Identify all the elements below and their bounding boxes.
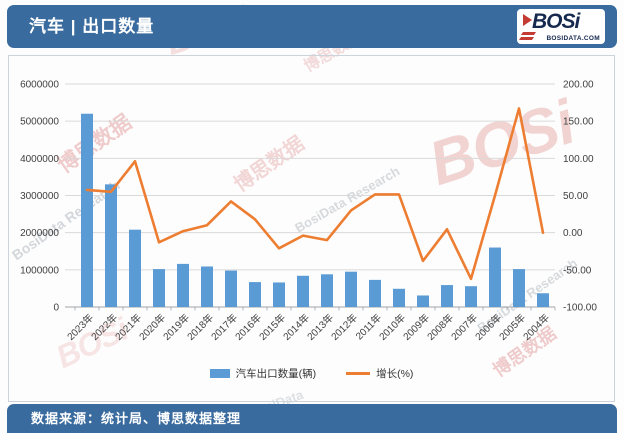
export-volume-bar [393, 288, 405, 307]
left-axis-tick: 0 [53, 303, 59, 314]
export-volume-bar [177, 263, 189, 307]
x-axis-label: 2012年 [328, 311, 360, 343]
legend-item: 增长(%) [346, 366, 413, 381]
left-axis-tick: 2000000 [20, 228, 59, 239]
export-volume-bar [369, 279, 381, 307]
export-volume-bar [489, 247, 501, 307]
left-axis-tick: 5000000 [20, 117, 59, 128]
export-volume-bar [345, 271, 357, 307]
growth-line [85, 107, 545, 281]
export-volume-bar [321, 274, 333, 307]
export-volume-bar [81, 113, 93, 307]
export-volume-bar [249, 282, 261, 307]
bosi-logo: BOSi BOSIDATA.COM [517, 9, 605, 44]
logo-stripe-icon [520, 32, 537, 35]
export-volume-bar [537, 293, 549, 307]
x-axis-label: 2004年 [520, 311, 552, 343]
chart-area: 0 1000000 2000000 3000000 4000000 5000000 6000… [8, 55, 615, 402]
export-volume-bar [201, 266, 213, 307]
legend: 汽车出口数量(辆) 增长(%) [9, 366, 614, 381]
combo-chart: 0 1000000 2000000 3000000 4000000 5000000 6000… [20, 80, 597, 343]
export-volume-bar [225, 270, 237, 307]
footer-bar: 数据来源：统计局、博思数据整理 [7, 404, 617, 433]
export-volume-bar [153, 269, 165, 307]
export-volume-bar [513, 269, 525, 307]
export-volume-bar [273, 282, 285, 307]
export-volume-bar [105, 184, 117, 307]
header-bar: 汽车 | 出口数量 BOSi BOSIDATA.COM [7, 5, 617, 48]
export-volume-bar [297, 275, 309, 307]
right-axis-tick: -50.00 [563, 265, 592, 276]
logo-site: BOSIDATA.COM [546, 35, 600, 42]
source-text: 数据来源：统计局、博思数据整理 [31, 411, 242, 426]
export-volume-bar [129, 229, 141, 307]
legend-line-swatch [346, 372, 371, 375]
legend-label: 增长(%) [376, 368, 414, 380]
right-axis-tick: 150.00 [563, 117, 594, 128]
right-axis-tick: 200.00 [563, 80, 594, 91]
right-axis-tick: 50.00 [563, 191, 588, 202]
right-axis-tick: 0.00 [563, 228, 583, 239]
logo-name: BOSi [532, 10, 580, 33]
right-axis-tick: 100.00 [563, 154, 594, 165]
page-title: 汽车 | 出口数量 [29, 17, 155, 36]
legend-label: 汽车出口数量(辆) [235, 368, 317, 380]
legend-item: 汽车出口数量(辆) [209, 366, 317, 381]
logo-flag-icon [523, 14, 532, 26]
left-axis-tick: 6000000 [20, 80, 59, 91]
export-volume-bar [417, 295, 429, 307]
legend-bar-swatch [209, 369, 230, 378]
left-axis-tick: 1000000 [20, 265, 59, 276]
right-axis-tick: -100.00 [563, 303, 597, 314]
left-axis-tick: 4000000 [20, 154, 59, 165]
left-axis-tick: 3000000 [20, 191, 59, 202]
export-volume-bar [465, 286, 477, 307]
logo-stripe-icon [518, 37, 535, 40]
export-volume-bar [441, 285, 453, 307]
